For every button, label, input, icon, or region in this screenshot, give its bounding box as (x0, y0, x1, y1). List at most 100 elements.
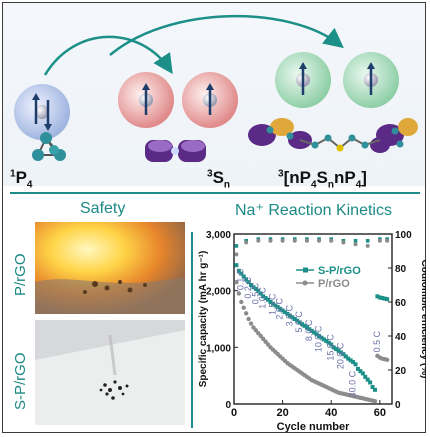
p-rgo-ce-point (244, 240, 249, 245)
x-tick-label: 0 (231, 407, 237, 419)
y-right-tick-label: 60 (395, 298, 407, 309)
p-rgo-ce-point (385, 238, 390, 243)
sp-rgo-point (324, 339, 329, 344)
sp-rgo-point (377, 295, 382, 300)
y-right-tick-label: 0 (395, 400, 401, 411)
p-rgo-point (372, 398, 378, 404)
p-rgo-ce-point (365, 243, 370, 248)
sp-rgo-point (278, 306, 283, 311)
sp-rgo-point (372, 387, 377, 392)
sp-rgo-point (314, 332, 319, 337)
sp-rgo-point (380, 296, 385, 301)
top-illustration (14, 14, 418, 162)
y-right-tick-label: 100 (395, 230, 412, 241)
sp-rgo-point (292, 317, 297, 321)
p-rgo-point (234, 279, 239, 285)
p-rgo-point (236, 291, 242, 296)
sp-rgo-point (290, 315, 295, 320)
sp-rgo-point (275, 305, 280, 310)
sp-rgo-point (251, 285, 256, 290)
sp-rgo-point (348, 358, 353, 363)
sp-rgo-point (312, 330, 317, 335)
safety-title: Safety (80, 200, 126, 217)
sp-rgo-point (326, 340, 331, 345)
sp-rgo-ce-point (353, 239, 358, 243)
y-left-tick-label: 0 (225, 400, 231, 411)
sp-rgo-point (253, 286, 258, 291)
sp-rgo-ce-point (234, 244, 239, 248)
rate-label: 1.0 C (258, 287, 268, 309)
y-left-tick-label: 2,000 (206, 287, 231, 298)
sp-rgo-point (287, 313, 292, 318)
sp-rgo-point (317, 334, 322, 338)
sp-rgo-point (244, 277, 249, 282)
section-divider (10, 192, 420, 194)
sp-rgo-point (375, 294, 380, 299)
sp-rgo-point (249, 283, 254, 287)
spin-singlet (32, 93, 52, 131)
rate-label: 0.5 C (250, 282, 260, 304)
sp-rgo-point (236, 268, 241, 273)
sp-rgo-point (270, 301, 275, 306)
sp-rgo-point (285, 311, 290, 316)
sp-rgo-point (385, 297, 390, 302)
sp-rgo-point (263, 296, 268, 301)
sp-rgo-point (295, 318, 300, 323)
y-right-tick-label: 40 (395, 332, 407, 343)
sp-rgo-point (319, 335, 324, 340)
p-rgo-ce-point (377, 238, 382, 243)
complex-molecule (248, 118, 418, 153)
p-rgo-ce-point (353, 242, 358, 247)
sp-rgo-point (358, 369, 363, 374)
sp-rgo-point (343, 354, 348, 359)
rate-label: 20.0 C (335, 342, 345, 369)
legend-marker-sp-rgo (303, 267, 308, 273)
sp-rgo-point (266, 297, 271, 302)
rate-label: 3.0 C (284, 304, 294, 326)
sp-rgo-point (338, 350, 343, 355)
rate-capability-chart: 0 20 40 60 0 1,000 2,000 3,000 0 20 40 60 80 100 0.1 C… (198, 230, 426, 432)
powder-image (35, 320, 185, 425)
sp-rgo-point (307, 327, 312, 332)
p4-molecule (32, 132, 66, 161)
sp-rgo-point (283, 310, 288, 315)
y-right-tick-label: 80 (395, 264, 407, 275)
sp-rgo-point (261, 294, 266, 299)
legend-label-sp-rgo: S-P/rGO (318, 265, 361, 277)
panel-divider (191, 232, 193, 428)
p-rgo-point (239, 299, 244, 305)
x-axis-label: Cycle number (277, 421, 350, 432)
photo-sp-rgo-not-burning (35, 320, 185, 425)
p-rgo-ce-point (317, 238, 322, 243)
sp-rgo-point (365, 377, 370, 382)
p-rgo-ce-point (280, 238, 285, 243)
label-p4: 1P4 (10, 168, 33, 191)
p-rgo-ce-point (268, 238, 273, 243)
sp-rgo-point (300, 322, 305, 327)
sp-rgo-point (280, 308, 285, 313)
sp-rgo-point (341, 352, 346, 357)
sp-rgo-point (297, 320, 302, 325)
kinetics-title: Na⁺ Reaction Kinetics (235, 202, 392, 219)
photo-label-p-rgo: P/rGO (12, 253, 29, 296)
sp-rgo-point (355, 366, 360, 371)
label-complex: 3[nP4SnnP4] (278, 168, 367, 191)
sp-rgo-point (273, 303, 278, 308)
p-rgo-ce-point (329, 238, 334, 243)
y-left-tick-label: 1,000 (206, 343, 231, 354)
y-left-tick-label: 3,000 (206, 230, 231, 241)
sp-rgo-point (351, 360, 356, 365)
sp-rgo-point (256, 288, 261, 293)
p-rgo-point (384, 357, 390, 362)
rate-label: 5.0 C (294, 311, 304, 333)
rate-label: 0.5 C (372, 330, 382, 352)
rate-label: 8.0 C (304, 319, 314, 341)
rate-label: 1.5 C (267, 293, 277, 315)
sp-rgo-point (321, 337, 326, 342)
p-rgo-point (246, 316, 251, 322)
sp-rgo-point (336, 348, 341, 353)
sp-rgo-point (370, 385, 375, 389)
sp-rgo-point (353, 362, 358, 367)
x-tick-label: 60 (374, 407, 386, 419)
sp-rgo-point (334, 347, 339, 352)
